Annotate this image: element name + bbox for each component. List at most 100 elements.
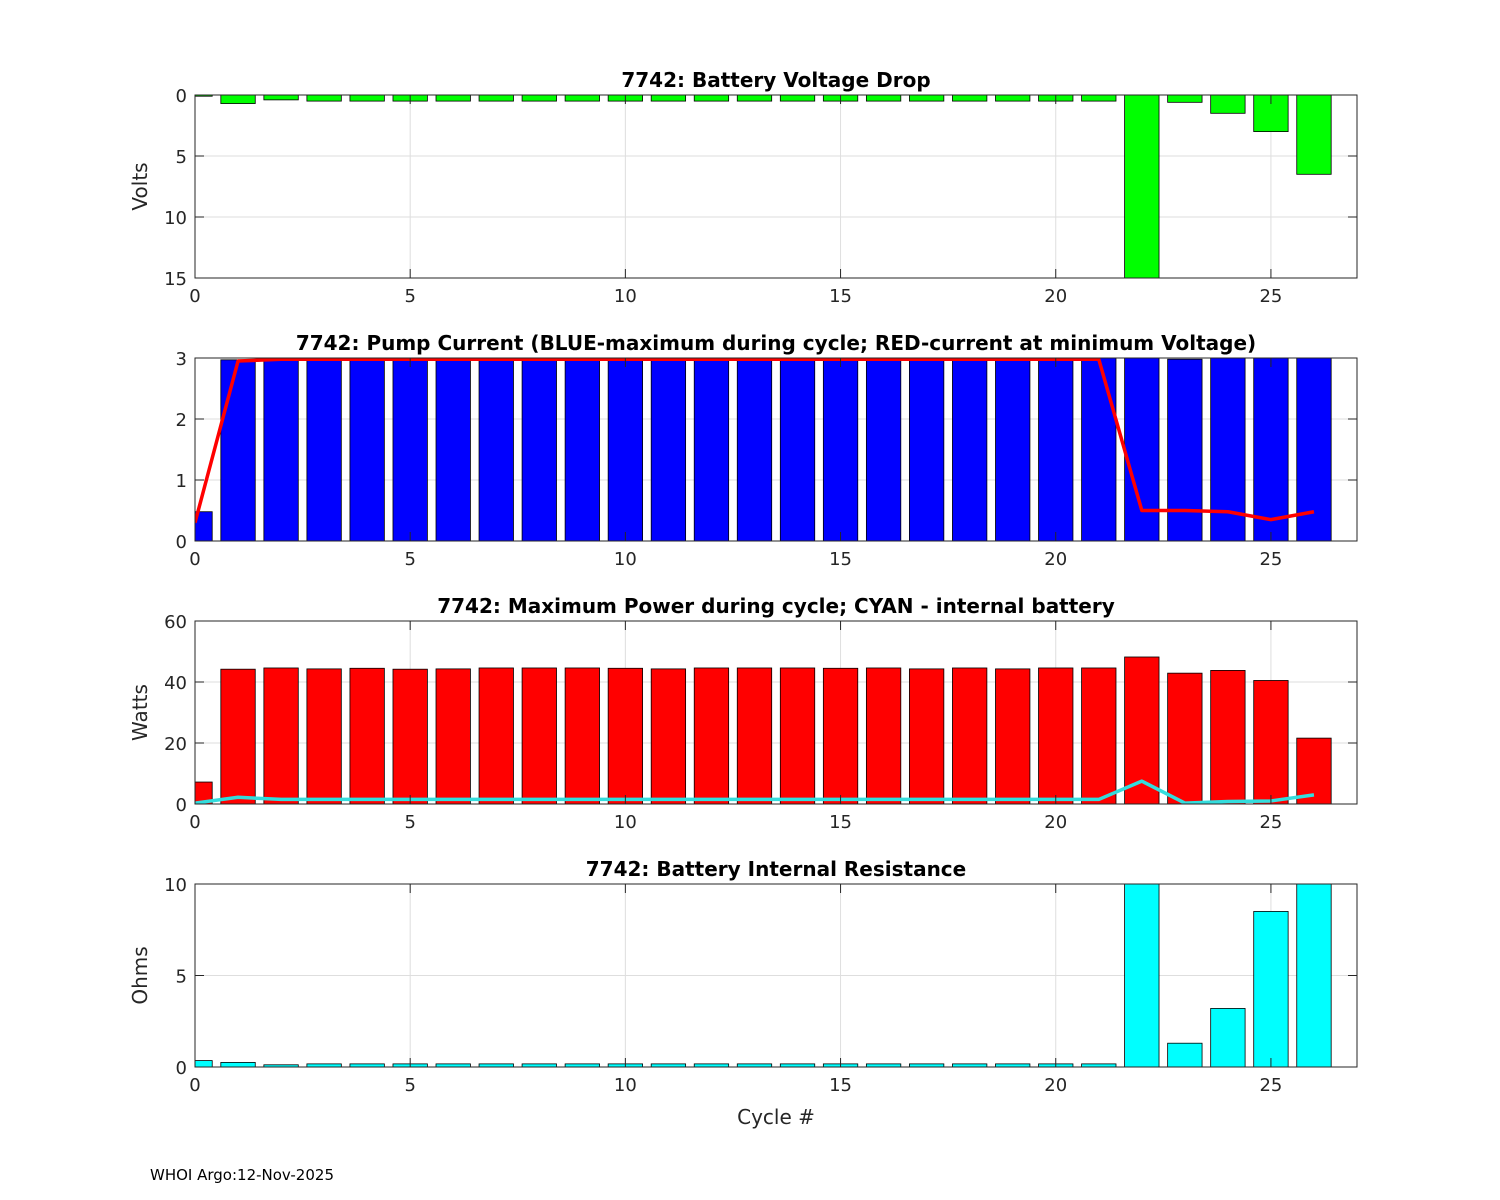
bar-cycle-21 [1081,358,1117,541]
x-tick-label: 5 [404,812,415,833]
y-tick-label: 0 [176,795,187,816]
chart-panel-2: 0 5 10 15 20 25 0 1 2 3 7742: Pump Current (BLUE-m… [176,331,1358,570]
bar-cycle-26 [1296,737,1332,804]
bar-cycle-26 [1296,884,1332,1067]
bar-cycle-11 [650,358,687,541]
bar-cycle-2 [263,358,299,541]
chart-panel-3: 0 5 10 15 20 25 0 20 40 60 7742: Maximum Power dur… [128,594,1358,833]
bar-cycle-26 [1296,358,1332,541]
bar-cycle-20 [1038,358,1074,541]
y-tick-label: 20 [164,734,187,755]
bar-cycle-7 [478,1063,514,1067]
chart-title: 7742: Maximum Power during cycle; CYAN -… [437,594,1115,618]
bar-cycle-21 [1081,95,1117,102]
bar-cycle-3 [306,668,342,804]
chart-title: 7742: Pump Current (BLUE-maximum during … [296,331,1256,355]
bar-cycle-21 [1081,1063,1117,1067]
bar-cycle-4 [349,95,385,102]
bar-cycle-16 [865,95,902,102]
bar-cycle-7 [478,358,514,541]
bar-cycle-1 [220,359,256,541]
bar-cycle-12 [693,95,730,102]
bar-cycle-6 [435,668,471,804]
x-tick-label: 0 [189,812,200,833]
x-tick-label: 20 [1044,549,1067,570]
bar-cycle-8 [521,1063,557,1067]
bar-cycle-9 [564,1063,600,1067]
bar-cycle-2 [263,95,299,101]
plot-area [195,358,1332,541]
bar-cycle-1 [220,95,256,104]
bar-cycle-13 [736,667,773,804]
x-tick-label: 0 [189,549,200,570]
bar-cycle-17 [909,1063,945,1067]
bar-cycle-24 [1210,1008,1246,1067]
y-tick-label: 10 [164,875,187,896]
bar-cycle-12 [693,358,730,541]
bar-cycle-25 [1253,680,1289,804]
y-tick-label: 0 [176,86,187,107]
x-tick-label: 20 [1044,1075,1067,1096]
y-axis-label: Watts [128,684,152,741]
bar-cycle-13 [736,358,773,541]
x-tick-label: 0 [189,1075,200,1096]
x-tick-label: 5 [404,549,415,570]
bar-cycle-3 [306,1063,342,1067]
bar-cycle-17 [909,668,945,804]
bar-cycle-23 [1167,95,1203,103]
bar-cycle-13 [736,95,773,102]
bar-cycle-3 [306,358,342,541]
axes-box [194,357,1358,542]
chart-panel-1: 0 5 10 15 20 25 0 5 10 15 7742: Battery Voltage Dr… [128,68,1358,307]
bar-cycle-19 [995,1063,1031,1067]
bar-cycle-18 [952,358,988,541]
bar-cycle-8 [521,358,557,541]
y-tick-label: 40 [164,673,187,694]
bar-cycle-5 [392,668,428,804]
bar-cycle-10 [607,358,643,541]
bar-cycle-7 [478,667,514,804]
x-axis-label: Cycle # [737,1105,815,1129]
bar-cycle-7 [478,95,514,102]
x-tick-label: 10 [614,1075,637,1096]
y-tick-label: 5 [176,147,187,168]
y-tick-label: 5 [176,967,187,988]
bar-cycle-8 [521,667,557,804]
bar-cycle-16 [865,358,902,541]
bar-cycle-8 [521,95,557,102]
x-tick-label: 10 [614,549,637,570]
x-tick-label: 15 [829,1075,852,1096]
bar-cycle-13 [736,1063,773,1067]
bar-cycle-17 [909,358,945,541]
bar-cycle-4 [349,1063,385,1067]
series-line-internal-battery [195,779,1315,804]
bar-cycle-10 [607,667,643,804]
bar-cycle-18 [952,95,988,102]
bar-cycle-9 [564,95,600,102]
axes-box [194,620,1358,805]
bar-cycle-16 [865,1063,902,1067]
footer-credit: WHOI Argo:12-Nov-2025 [150,1166,334,1184]
x-tick-label: 25 [1259,549,1282,570]
x-tick-label: 15 [829,812,852,833]
bar-cycle-2 [263,667,299,804]
bar-cycle-19 [995,358,1031,541]
x-tick-label: 5 [404,286,415,307]
x-tick-label: 20 [1044,812,1067,833]
bar-cycle-9 [564,667,600,804]
x-tick-label: 10 [614,812,637,833]
chart-title: 7742: Battery Voltage Drop [621,68,930,92]
chart-title: 7742: Battery Internal Resistance [586,857,966,881]
bar-cycle-1 [220,668,256,804]
bar-cycle-11 [650,668,687,804]
bar-cycle-22 [1124,95,1160,278]
bar-cycle-9 [564,358,600,541]
x-tick-label: 20 [1044,286,1067,307]
bar-cycle-22 [1124,358,1160,541]
bar-cycle-19 [995,668,1031,804]
y-tick-label: 0 [176,1058,187,1079]
x-tick-label: 0 [189,286,200,307]
x-tick-label: 25 [1259,286,1282,307]
x-tick-label: 25 [1259,1075,1282,1096]
